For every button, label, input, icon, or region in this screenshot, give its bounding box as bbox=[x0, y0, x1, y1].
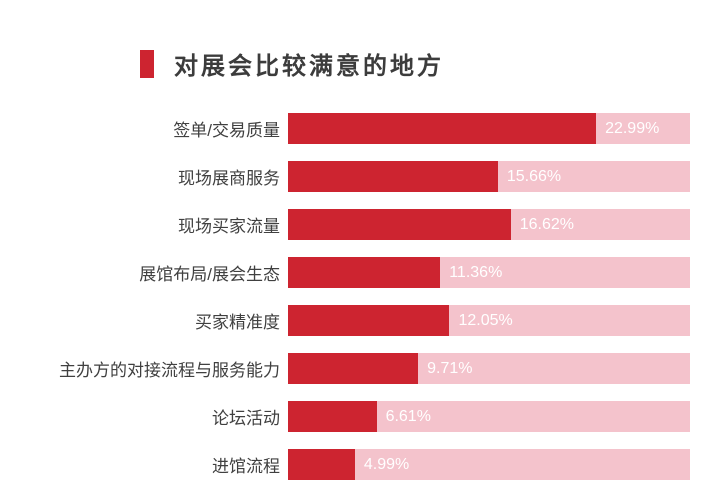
value-label: 9.71% bbox=[427, 359, 473, 377]
bar-row: 进馆流程 4.99% bbox=[0, 449, 690, 480]
category-label: 签单/交易质量 bbox=[173, 121, 280, 140]
bar-fill bbox=[288, 257, 441, 288]
category-label: 现场展商服务 bbox=[178, 169, 280, 188]
category-label: 进馆流程 bbox=[212, 457, 280, 476]
bar-track: 6.61% bbox=[288, 401, 690, 432]
value-label: 11.36% bbox=[449, 263, 503, 281]
value-label: 15.66% bbox=[506, 167, 562, 185]
category-label: 论坛活动 bbox=[212, 409, 280, 428]
bar-row: 买家精准度 12.05% bbox=[0, 305, 690, 336]
chart-title: 对展会比较满意的地方 bbox=[174, 53, 444, 80]
bar-row: 签单/交易质量 22.99% bbox=[0, 113, 690, 144]
bar-track: 16.62% bbox=[288, 209, 690, 240]
value-label: 12.05% bbox=[458, 311, 513, 329]
bar-fill bbox=[288, 209, 511, 240]
bar-track: 15.66% bbox=[288, 161, 690, 192]
bar-fill bbox=[288, 161, 498, 192]
bar-fill bbox=[288, 113, 597, 144]
bar-row: 展馆布局/展会生态 11.36% bbox=[0, 257, 690, 288]
chart-header: 对展会比较满意的地方 bbox=[140, 46, 444, 81]
bar-row: 现场展商服务 15.66% bbox=[0, 161, 690, 192]
bar-track: 9.71% bbox=[288, 353, 690, 384]
category-label: 展馆布局/展会生态 bbox=[139, 265, 280, 284]
bar-track: 12.05% bbox=[288, 305, 690, 336]
category-label: 买家精准度 bbox=[195, 313, 280, 332]
value-label: 6.61% bbox=[385, 407, 431, 425]
bar-fill bbox=[288, 305, 450, 336]
value-label: 16.62% bbox=[519, 215, 574, 233]
category-label: 现场买家流量 bbox=[178, 217, 280, 236]
bar-chart: 签单/交易质量 22.99% 现场展商服务 15.66% 现场买家流量 16.6… bbox=[0, 113, 690, 497]
bar-row: 论坛活动 6.61% bbox=[0, 401, 690, 432]
bar-track: 22.99% bbox=[288, 113, 690, 144]
bar-fill bbox=[288, 353, 419, 384]
bar-track: 11.36% bbox=[288, 257, 690, 288]
value-label: 22.99% bbox=[605, 119, 660, 137]
bar-track: 4.99% bbox=[288, 449, 690, 480]
bar-fill bbox=[288, 449, 355, 480]
bar-row: 现场买家流量 16.62% bbox=[0, 209, 690, 240]
value-label: 4.99% bbox=[363, 455, 410, 473]
bar-row: 主办方的对接流程与服务能力 9.71% bbox=[0, 353, 690, 384]
bar-fill bbox=[288, 401, 377, 432]
category-label: 主办方的对接流程与服务能力 bbox=[59, 361, 280, 380]
title-marker-icon bbox=[140, 49, 154, 78]
